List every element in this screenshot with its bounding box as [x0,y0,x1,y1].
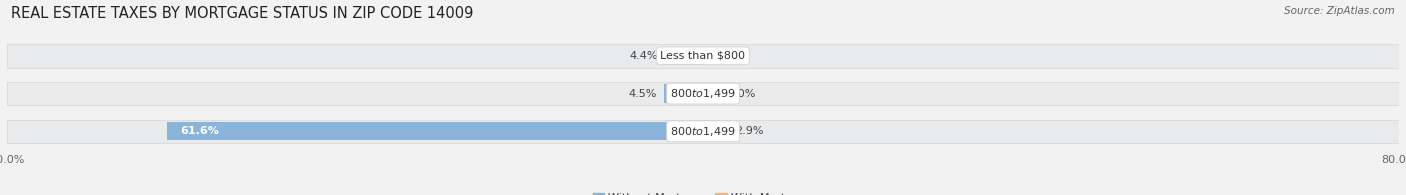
Bar [664,84,703,103]
Text: 0.0%: 0.0% [710,51,738,61]
Text: Less than $800: Less than $800 [661,51,745,61]
Text: REAL ESTATE TAXES BY MORTGAGE STATUS IN ZIP CODE 14009: REAL ESTATE TAXES BY MORTGAGE STATUS IN … [11,6,474,21]
Text: Source: ZipAtlas.com: Source: ZipAtlas.com [1284,6,1395,16]
Text: 2.0%: 2.0% [727,89,756,99]
Bar [703,84,720,103]
Bar [7,120,1399,143]
Text: 2.9%: 2.9% [735,126,763,136]
Text: 61.6%: 61.6% [180,126,219,136]
Bar [703,122,728,140]
Text: $800 to $1,499: $800 to $1,499 [671,87,735,100]
Text: 4.5%: 4.5% [628,89,657,99]
Legend: Without Mortgage, With Mortgage: Without Mortgage, With Mortgage [588,188,818,195]
Text: 4.4%: 4.4% [630,51,658,61]
Bar [665,47,703,65]
Bar [7,82,1399,105]
Bar [7,44,1399,67]
Bar [167,122,703,140]
Text: $800 to $1,499: $800 to $1,499 [671,125,735,138]
